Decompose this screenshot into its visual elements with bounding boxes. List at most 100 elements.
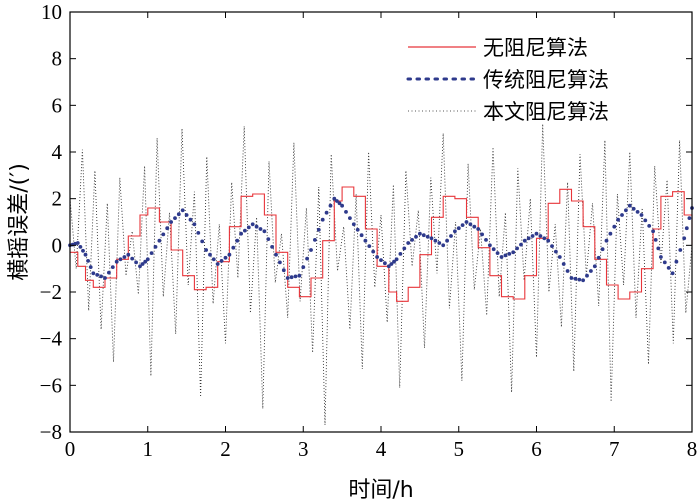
data-point [383,261,387,266]
data-point [208,252,212,257]
data-point [75,241,80,245]
series-layer [68,123,694,426]
y-tick-label: 6 [52,93,63,117]
data-point [297,273,302,278]
data-point [375,255,379,259]
data-point [348,216,352,221]
data-point [278,260,282,265]
data-point [91,271,96,276]
data-point [519,242,523,247]
data-point [211,257,216,262]
legend: 无阻尼算法 传统阻尼算法 本文阻尼算法 [406,36,609,124]
data-point [484,238,488,242]
data-point [608,231,613,236]
data-point [103,276,107,280]
y-axis-title: 横摇误差/(′) [7,163,32,281]
data-point [149,251,154,256]
data-point [647,224,652,228]
data-point [670,271,675,276]
data-point [631,206,636,211]
legend-label-traditional-damping: 传统阻尼算法 [483,68,609,92]
y-tick-label: 2 [52,187,63,211]
data-point [180,208,185,213]
data-point [503,253,508,258]
data-point [421,233,426,238]
data-point [86,259,90,263]
data-point [620,213,624,217]
data-point [604,238,609,243]
data-point [682,236,687,241]
data-point [246,225,251,230]
data-point [192,222,197,227]
data-point [666,266,671,270]
data-point [687,216,692,221]
data-point [126,252,131,257]
data-point [379,258,383,262]
data-point [389,262,394,266]
series-traditional-damping [68,196,694,283]
x-axis-title: 时间/h [348,478,413,503]
data-point [491,247,496,252]
data-point [488,243,492,248]
data-point [239,231,244,236]
data-point [495,251,500,256]
data-point [554,249,558,254]
y-tick-label: 10 [41,0,62,24]
data-point [402,246,407,251]
data-point [581,278,585,283]
data-point [227,252,232,257]
data-point [530,234,535,238]
y-tick-label: −4 [40,327,63,351]
data-point [161,232,166,237]
data-point [88,265,93,269]
data-point [386,264,391,269]
data-point [616,217,620,222]
data-point [585,273,589,278]
data-point [122,255,127,259]
data-point [643,218,648,223]
data-point [157,238,162,243]
data-point [460,223,465,228]
data-point [437,241,442,245]
data-point [515,246,519,251]
data-point [565,269,570,273]
data-point [410,238,414,242]
data-point [573,276,578,281]
data-point [596,255,601,260]
data-point [118,257,123,262]
y-tick-label: −8 [40,420,62,444]
data-point [305,256,309,261]
data-point [188,217,193,222]
data-point [367,244,372,249]
x-tick-label: 6 [531,437,542,461]
data-point [340,203,344,208]
data-point [656,246,661,251]
data-point [281,268,286,273]
data-point [542,236,547,241]
data-point [433,238,438,243]
data-point [81,248,85,253]
data-point [95,273,100,277]
data-point [301,265,306,269]
data-point [476,227,481,231]
data-point [678,248,683,252]
data-point [165,226,170,231]
data-point [659,255,663,259]
x-tick-label: 1 [143,437,154,461]
x-tick-label: 2 [220,437,231,461]
data-point [324,210,329,215]
data-point [309,248,313,252]
data-point [464,220,469,224]
data-point [196,231,201,235]
x-tick-label: 4 [376,437,387,461]
data-point [335,199,339,203]
data-point [522,238,527,243]
data-point [107,270,111,275]
data-point [270,245,274,249]
data-point [344,210,348,214]
data-point [134,260,139,265]
data-point [204,248,209,252]
data-point [250,222,255,227]
legend-label-proposed-damping: 本文阻尼算法 [483,100,609,124]
data-point [507,252,512,256]
